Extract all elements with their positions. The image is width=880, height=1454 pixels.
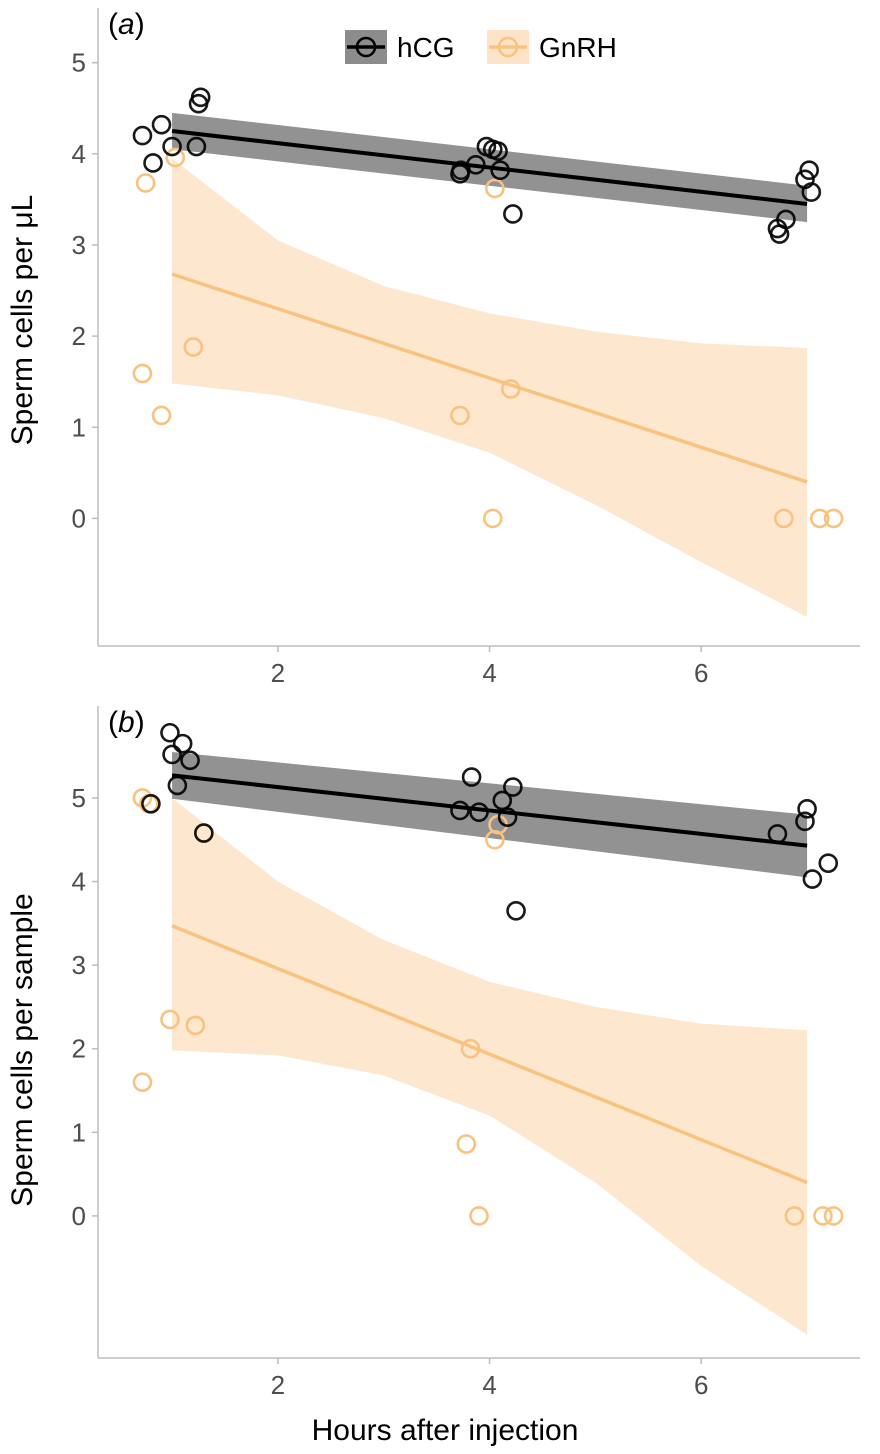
y-tick-label: 0 (72, 503, 86, 533)
panel-b: 0 1 2 3 4 5 2 4 6 Sperm cells per sample (b) (6, 706, 860, 1400)
gnrh-point (784, 1206, 805, 1226)
x-tick-label: 2 (271, 658, 285, 688)
gnrh-point (823, 1206, 844, 1226)
gnrh-point (183, 337, 204, 357)
y-tick-label: 1 (72, 1117, 86, 1147)
hcg-point (450, 800, 470, 821)
legend-marker-gnrh (497, 36, 519, 58)
hcg-point (497, 807, 518, 827)
hcg-point (194, 823, 214, 843)
gnrh-fit-line (171, 272, 808, 484)
hcg-point (799, 160, 820, 181)
x-tick-label: 2 (271, 1370, 285, 1400)
hcg-point (461, 767, 482, 787)
y-tick-label: 4 (72, 139, 86, 169)
hcg-point (503, 204, 523, 224)
hcg-point (506, 900, 526, 921)
y-tick-label: 5 (72, 48, 86, 78)
hcg-ci-band (172, 751, 808, 878)
x-tick-label: 4 (482, 1370, 496, 1400)
hcg-point (143, 153, 163, 173)
y-tick-label: 2 (72, 1034, 86, 1064)
y-axis-title: Sperm cells per μL (6, 195, 39, 446)
gnrh-ci-band (172, 797, 808, 1335)
hcg-point (801, 182, 822, 202)
hcg-point (488, 141, 508, 161)
hcg-point (151, 114, 172, 135)
panel-label: (a) (108, 8, 145, 41)
y-tick-label: 2 (72, 321, 86, 351)
gnrh-point (823, 508, 844, 529)
gnrh-point (165, 147, 186, 168)
legend-marker-hcg (355, 36, 377, 58)
gnrh-point (185, 1015, 206, 1036)
y-tick-label: 4 (72, 867, 86, 897)
gnrh-point (809, 508, 830, 529)
hcg-point (186, 136, 207, 157)
x-tick-label: 6 (694, 658, 708, 688)
panel-a: 0 1 2 3 4 5 2 4 6 Sperm cells per μL (a) (6, 8, 860, 688)
gnrh-point (485, 178, 505, 199)
hcg-fit-line (171, 129, 808, 206)
gnrh-point (132, 363, 153, 384)
hcg-point (802, 869, 823, 889)
x-tick-label: 6 (694, 1370, 708, 1400)
gnrh-point (773, 508, 794, 529)
gnrh-ci-band (172, 158, 808, 617)
gnrh-point (450, 405, 470, 426)
legend-label-gnrh: GnRH (539, 32, 617, 63)
y-axis-title: Sperm cells per sample (6, 893, 39, 1206)
hcg-point (162, 744, 182, 765)
y-tick-label: 1 (72, 412, 86, 442)
panel-label: (b) (108, 706, 145, 739)
gnrh-point (469, 1206, 489, 1226)
hcg-point (776, 209, 796, 230)
gnrh-point (456, 1134, 477, 1154)
hcg-fit-line (171, 773, 808, 848)
hcg-point (795, 811, 815, 832)
gnrh-point (132, 1072, 153, 1092)
gnrh-point (482, 508, 503, 529)
x-axis-title: Hours after injection (312, 1414, 579, 1447)
hcg-point (160, 722, 180, 743)
y-tick-label: 3 (72, 230, 86, 260)
hcg-point (797, 799, 817, 819)
x-tick-label: 4 (482, 658, 496, 688)
gnrh-point (135, 173, 156, 193)
y-tick-label: 0 (72, 1201, 86, 1231)
y-tick-label: 3 (72, 950, 86, 980)
legend: hCG GnRH (345, 30, 617, 64)
hcg-point (818, 853, 839, 873)
hcg-point (503, 777, 523, 797)
y-tick-label: 5 (72, 783, 86, 813)
hcg-point (162, 136, 182, 157)
hcg-point (172, 733, 193, 754)
gnrh-point (160, 1009, 180, 1030)
gnrh-fit-line (171, 924, 808, 1185)
hcg-point (132, 125, 153, 146)
legend-label-hcg: hCG (397, 32, 455, 63)
gnrh-point (151, 405, 172, 426)
hcg-point (180, 750, 200, 771)
hcg-point (190, 87, 211, 108)
gnrh-point (813, 1206, 833, 1226)
hcg-point (141, 793, 161, 814)
